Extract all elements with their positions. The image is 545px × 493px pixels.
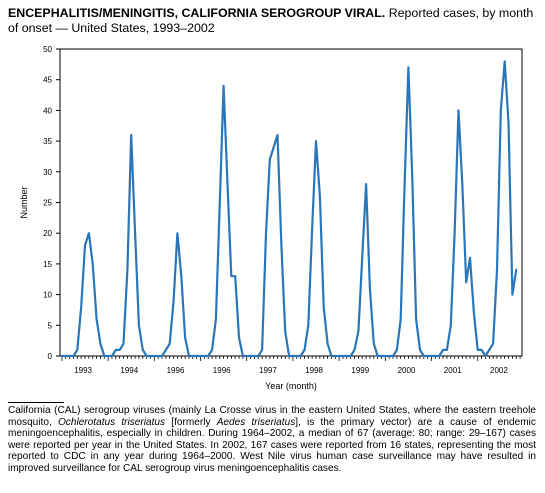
x-tick-label: 1993 xyxy=(74,366,92,375)
y-axis-label: Number xyxy=(19,186,29,218)
y-tick-label: 35 xyxy=(43,137,52,146)
x-axis: 1993 1994 1996 1996 1997 1998 1999 2000 2001 2002… xyxy=(61,356,521,391)
x-tick-label: 1996 xyxy=(213,366,231,375)
y-tick-label: 25 xyxy=(43,199,52,208)
x-tick-label: 2000 xyxy=(398,366,416,375)
x-axis-label: Year (month) xyxy=(265,381,317,391)
footnote: California (CAL) serogroup viruses (main… xyxy=(8,405,536,475)
chart-title-rest: Reported cases, by month of onset — Unit… xyxy=(8,6,534,35)
y-tick-label: 50 xyxy=(43,45,52,54)
y-tick-label: 15 xyxy=(43,260,52,269)
x-tick-label: 1998 xyxy=(305,366,323,375)
series-line xyxy=(60,60,518,358)
footnote-text: [formerly xyxy=(165,416,217,428)
y-tick-label: 40 xyxy=(43,106,52,115)
species-name: Ochlerotatus triseriatus xyxy=(57,416,166,428)
y-tick-label: 5 xyxy=(48,321,53,330)
footnote-text: ], is the primary vector) are a cause of… xyxy=(8,416,536,474)
y-axis: 0 5 10 15 20 25 30 35 40 45 50 Number xyxy=(19,45,60,361)
x-tick-label: 1999 xyxy=(351,366,369,375)
x-tick-label: 2001 xyxy=(444,366,462,375)
y-tick-label: 10 xyxy=(43,291,52,300)
plot-area xyxy=(59,48,523,358)
species-name: Aedes triseriatus xyxy=(216,416,296,428)
x-tick-label: 1997 xyxy=(259,366,277,375)
chart-title-bold: ENCEPHALITIS/MENINGITIS, CALIFORNIA SERO… xyxy=(8,6,386,20)
y-tick-label: 45 xyxy=(43,76,52,85)
x-tick-label: 1996 xyxy=(167,366,185,375)
y-tick-label: 30 xyxy=(43,168,52,177)
x-tick-label: 2002 xyxy=(490,366,508,375)
y-tick-label: 20 xyxy=(43,229,52,238)
footnote-divider xyxy=(8,402,64,403)
chart-title: ENCEPHALITIS/MENINGITIS, CALIFORNIA SERO… xyxy=(8,6,538,36)
y-tick-label: 0 xyxy=(48,352,53,361)
x-tick-label: 1994 xyxy=(120,366,138,375)
footnote-text: California (CAL) serogroup viruses (main… xyxy=(8,405,536,428)
